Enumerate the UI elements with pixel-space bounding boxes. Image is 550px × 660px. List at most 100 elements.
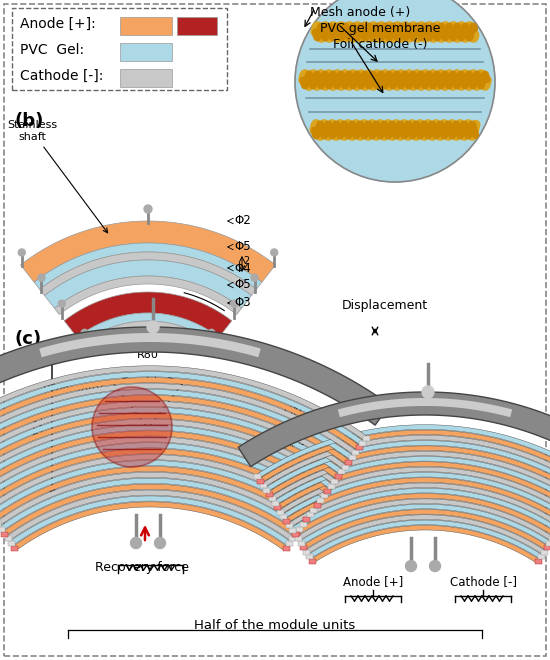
Polygon shape	[64, 292, 232, 337]
Polygon shape	[311, 525, 539, 563]
Text: 100: 100	[31, 412, 45, 436]
FancyBboxPatch shape	[280, 514, 287, 519]
Polygon shape	[273, 457, 550, 506]
Circle shape	[155, 537, 166, 548]
FancyBboxPatch shape	[547, 541, 550, 546]
FancyBboxPatch shape	[8, 541, 15, 546]
Polygon shape	[6, 490, 294, 541]
FancyBboxPatch shape	[0, 522, 1, 527]
Text: Anode [+]: Anode [+]	[343, 575, 403, 588]
Circle shape	[58, 300, 65, 307]
Polygon shape	[265, 441, 550, 492]
Text: Anode [+]:: Anode [+]:	[20, 17, 96, 31]
Circle shape	[147, 321, 159, 333]
Polygon shape	[0, 419, 336, 484]
Polygon shape	[0, 473, 305, 527]
FancyBboxPatch shape	[342, 465, 349, 469]
Polygon shape	[0, 461, 311, 517]
FancyBboxPatch shape	[296, 527, 304, 532]
FancyBboxPatch shape	[543, 545, 550, 550]
FancyBboxPatch shape	[345, 460, 352, 465]
FancyBboxPatch shape	[266, 492, 273, 497]
Polygon shape	[267, 446, 550, 496]
Polygon shape	[0, 467, 308, 522]
Text: Stainless
shaft: Stainless shaft	[7, 120, 108, 233]
Polygon shape	[259, 430, 550, 483]
FancyBboxPatch shape	[293, 531, 300, 537]
Polygon shape	[285, 478, 550, 523]
FancyBboxPatch shape	[328, 484, 335, 489]
FancyBboxPatch shape	[277, 510, 284, 515]
FancyBboxPatch shape	[304, 517, 310, 522]
Text: R80: R80	[137, 350, 159, 360]
FancyBboxPatch shape	[306, 554, 313, 559]
FancyBboxPatch shape	[274, 506, 282, 510]
Polygon shape	[0, 443, 322, 503]
Polygon shape	[0, 425, 332, 488]
FancyBboxPatch shape	[362, 436, 370, 441]
Circle shape	[271, 249, 278, 256]
Polygon shape	[288, 483, 550, 527]
FancyBboxPatch shape	[303, 550, 310, 555]
Text: Half of the module units: Half of the module units	[194, 619, 356, 632]
Text: PVC gel membrane: PVC gel membrane	[320, 22, 441, 35]
Polygon shape	[39, 333, 261, 357]
Polygon shape	[0, 478, 301, 531]
Polygon shape	[0, 449, 318, 508]
FancyBboxPatch shape	[298, 541, 305, 546]
Polygon shape	[305, 515, 545, 554]
Circle shape	[92, 387, 172, 467]
Polygon shape	[0, 413, 339, 478]
Polygon shape	[54, 276, 241, 315]
FancyBboxPatch shape	[549, 537, 550, 541]
Polygon shape	[238, 392, 550, 467]
FancyBboxPatch shape	[317, 498, 324, 503]
Polygon shape	[290, 488, 550, 532]
FancyBboxPatch shape	[538, 554, 545, 559]
Polygon shape	[256, 424, 550, 478]
Text: Recovery force: Recovery force	[95, 561, 189, 574]
Circle shape	[130, 537, 141, 548]
FancyBboxPatch shape	[314, 503, 321, 508]
FancyBboxPatch shape	[335, 474, 342, 479]
FancyBboxPatch shape	[324, 488, 331, 494]
Text: Foil cathode (-): Foil cathode (-)	[333, 38, 427, 51]
Polygon shape	[0, 383, 356, 455]
Text: Mesh anode (+): Mesh anode (+)	[310, 6, 410, 19]
Circle shape	[208, 329, 215, 337]
Text: Φ5: Φ5	[234, 240, 251, 253]
FancyBboxPatch shape	[260, 483, 267, 488]
FancyBboxPatch shape	[289, 527, 296, 533]
FancyBboxPatch shape	[177, 17, 217, 35]
Polygon shape	[262, 436, 550, 488]
Polygon shape	[0, 389, 353, 459]
FancyBboxPatch shape	[269, 496, 276, 502]
FancyBboxPatch shape	[307, 512, 314, 517]
Text: (c): (c)	[14, 330, 41, 348]
Polygon shape	[13, 502, 287, 550]
FancyBboxPatch shape	[1, 531, 8, 537]
FancyBboxPatch shape	[272, 501, 278, 506]
FancyBboxPatch shape	[120, 69, 172, 87]
FancyBboxPatch shape	[283, 546, 289, 551]
Text: 2: 2	[243, 256, 249, 266]
FancyBboxPatch shape	[359, 441, 366, 446]
Polygon shape	[338, 398, 512, 417]
Polygon shape	[308, 520, 542, 558]
FancyBboxPatch shape	[120, 17, 172, 35]
FancyBboxPatch shape	[254, 474, 261, 479]
Text: Displacement: Displacement	[342, 299, 428, 312]
Polygon shape	[296, 499, 550, 541]
Circle shape	[81, 329, 88, 337]
Polygon shape	[0, 437, 325, 498]
Polygon shape	[276, 462, 550, 510]
Text: Φ5: Φ5	[234, 279, 251, 292]
Text: (b): (b)	[14, 112, 43, 130]
FancyBboxPatch shape	[0, 527, 4, 532]
Circle shape	[230, 300, 238, 307]
FancyBboxPatch shape	[283, 519, 290, 523]
FancyBboxPatch shape	[310, 508, 317, 513]
Circle shape	[295, 0, 495, 182]
Text: Φ3: Φ3	[234, 296, 251, 310]
FancyBboxPatch shape	[300, 545, 307, 550]
